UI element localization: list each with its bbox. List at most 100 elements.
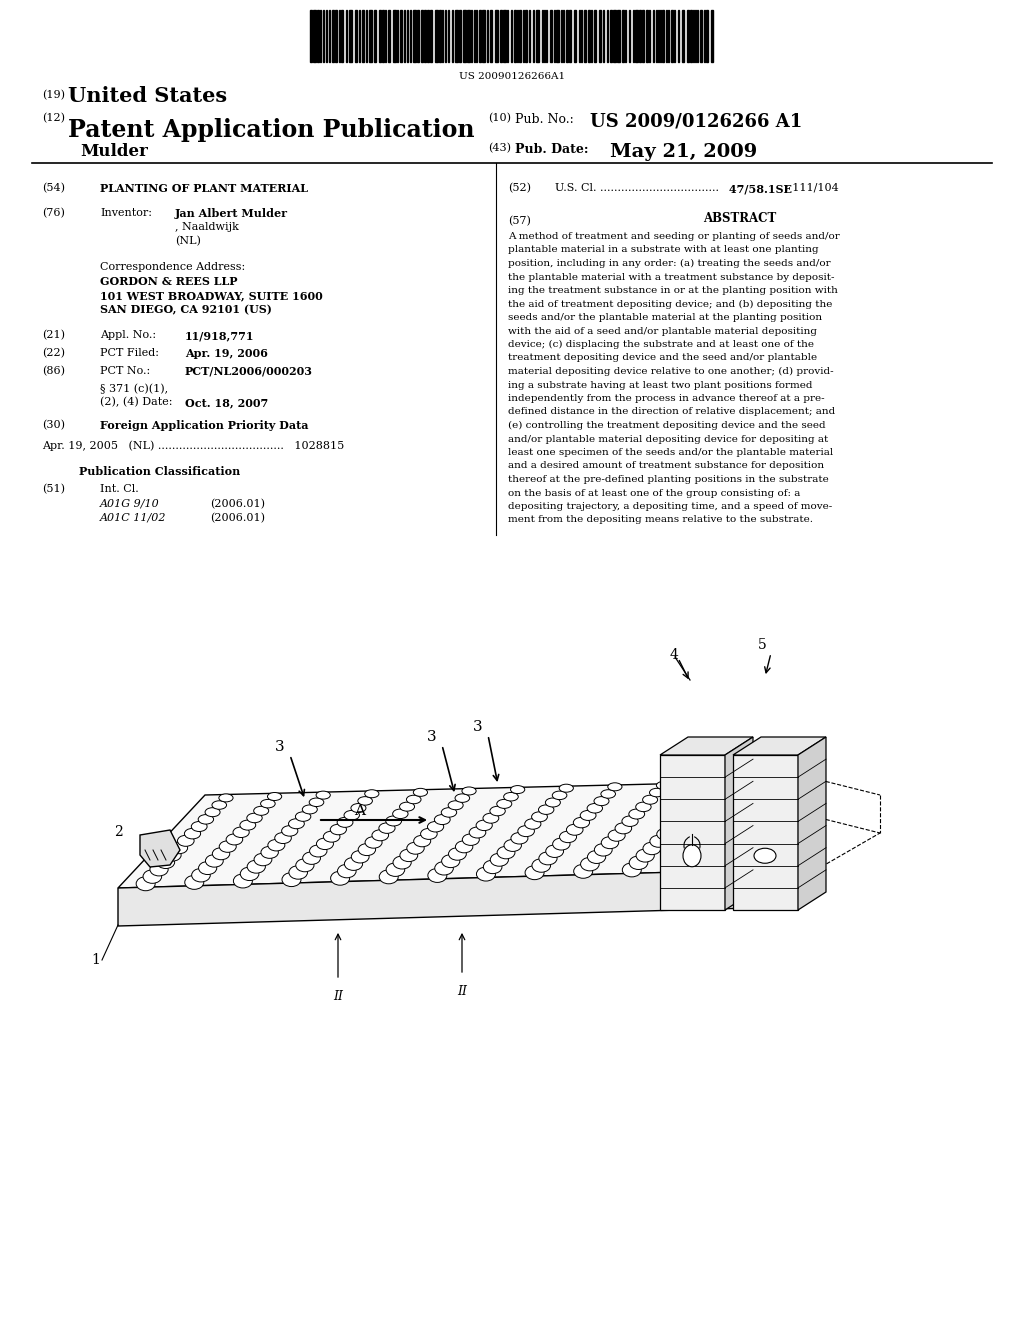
Text: 3: 3 — [473, 719, 482, 734]
Ellipse shape — [400, 849, 418, 862]
Bar — [479, 11, 481, 62]
Text: A: A — [354, 804, 366, 818]
Text: (19): (19) — [42, 90, 65, 100]
Ellipse shape — [573, 817, 590, 828]
Ellipse shape — [324, 832, 340, 842]
Ellipse shape — [191, 821, 207, 832]
Ellipse shape — [199, 814, 214, 824]
Text: defined distance in the direction of relative displacement; and: defined distance in the direction of rel… — [508, 408, 836, 417]
Ellipse shape — [150, 863, 168, 876]
Ellipse shape — [726, 807, 741, 816]
Bar — [514, 11, 516, 62]
Text: , Naaldwijk: , Naaldwijk — [175, 222, 239, 232]
Text: independently from the process in advance thereof at a pre-: independently from the process in advanc… — [508, 393, 824, 403]
Bar — [682, 11, 684, 62]
Ellipse shape — [456, 841, 473, 853]
Ellipse shape — [393, 855, 412, 869]
Ellipse shape — [489, 807, 505, 816]
Bar — [500, 11, 502, 62]
Text: Pub. Date:: Pub. Date: — [515, 143, 589, 156]
Ellipse shape — [357, 797, 373, 805]
Ellipse shape — [796, 784, 810, 793]
Bar — [313, 11, 316, 62]
Bar — [421, 11, 423, 62]
Ellipse shape — [788, 791, 804, 800]
Ellipse shape — [455, 793, 470, 803]
Text: Publication Classification: Publication Classification — [80, 466, 241, 477]
Ellipse shape — [184, 875, 204, 890]
Bar — [379, 11, 381, 62]
Ellipse shape — [379, 870, 398, 884]
Ellipse shape — [331, 871, 349, 886]
Text: ing a substrate having at least two plant positions formed: ing a substrate having at least two plan… — [508, 380, 812, 389]
Polygon shape — [750, 780, 820, 908]
Ellipse shape — [623, 863, 641, 876]
Ellipse shape — [546, 799, 560, 807]
Text: thereof at the pre-defined planting positions in the substrate: thereof at the pre-defined planting posi… — [508, 475, 828, 484]
Text: and/or plantable material depositing device for depositing at: and/or plantable material depositing dev… — [508, 434, 828, 444]
Ellipse shape — [219, 841, 237, 853]
Ellipse shape — [664, 821, 680, 833]
Bar — [671, 11, 673, 62]
Ellipse shape — [483, 813, 499, 824]
Text: Int. Cl.: Int. Cl. — [100, 484, 138, 494]
Bar — [317, 11, 319, 62]
Text: depositing trajectory, a depositing time, and a speed of move-: depositing trajectory, a depositing time… — [508, 502, 833, 511]
Bar — [417, 11, 419, 62]
Text: 3: 3 — [427, 730, 436, 744]
Text: the plantable material with a treatment substance by deposit-: the plantable material with a treatment … — [508, 272, 835, 281]
Ellipse shape — [316, 791, 331, 799]
Text: Jan Albert Mulder: Jan Albert Mulder — [175, 209, 288, 219]
Text: (10): (10) — [488, 114, 511, 123]
Ellipse shape — [671, 814, 687, 825]
Ellipse shape — [649, 788, 665, 797]
Ellipse shape — [650, 836, 668, 847]
Text: PLANTING OF PLANT MATERIAL: PLANTING OF PLANT MATERIAL — [100, 183, 308, 194]
Text: (2006.01): (2006.01) — [210, 513, 265, 523]
Bar — [706, 11, 708, 62]
Bar — [455, 11, 458, 62]
Ellipse shape — [594, 796, 609, 805]
Ellipse shape — [247, 813, 262, 822]
Text: ment from the depositing means relative to the substrate.: ment from the depositing means relative … — [508, 516, 813, 524]
Ellipse shape — [247, 861, 265, 873]
Ellipse shape — [546, 845, 563, 858]
Ellipse shape — [748, 833, 765, 845]
Bar — [574, 11, 575, 62]
Ellipse shape — [726, 853, 745, 867]
Text: (52): (52) — [508, 183, 531, 193]
Ellipse shape — [497, 800, 512, 808]
Ellipse shape — [428, 869, 446, 883]
Ellipse shape — [212, 847, 229, 859]
Text: PCT No.:: PCT No.: — [100, 366, 151, 376]
Text: ing the treatment substance in or at the planting position with: ing the treatment substance in or at the… — [508, 286, 838, 294]
Bar — [355, 11, 357, 62]
Ellipse shape — [629, 809, 645, 818]
Ellipse shape — [643, 795, 657, 804]
Ellipse shape — [365, 789, 379, 797]
Polygon shape — [660, 755, 725, 909]
Bar — [430, 11, 432, 62]
Text: Mulder: Mulder — [80, 143, 147, 160]
Ellipse shape — [407, 842, 424, 854]
Ellipse shape — [386, 863, 404, 876]
Bar — [617, 11, 620, 62]
Ellipse shape — [581, 810, 596, 821]
Ellipse shape — [698, 834, 716, 846]
Ellipse shape — [316, 838, 334, 850]
Polygon shape — [725, 737, 753, 909]
Ellipse shape — [414, 788, 428, 796]
Text: 2: 2 — [114, 825, 123, 840]
Bar — [393, 11, 396, 62]
Ellipse shape — [386, 816, 401, 826]
Bar — [642, 11, 644, 62]
Ellipse shape — [206, 854, 223, 867]
Ellipse shape — [338, 865, 356, 878]
Text: 101 WEST BROADWAY, SUITE 1600: 101 WEST BROADWAY, SUITE 1600 — [100, 290, 323, 301]
Text: least one specimen of the seeds and/or the plantable material: least one specimen of the seeds and/or t… — [508, 447, 834, 457]
Text: A01G 9/10: A01G 9/10 — [100, 499, 160, 510]
Ellipse shape — [573, 865, 593, 878]
Bar — [536, 11, 539, 62]
Text: II: II — [457, 985, 467, 998]
Ellipse shape — [274, 833, 292, 843]
